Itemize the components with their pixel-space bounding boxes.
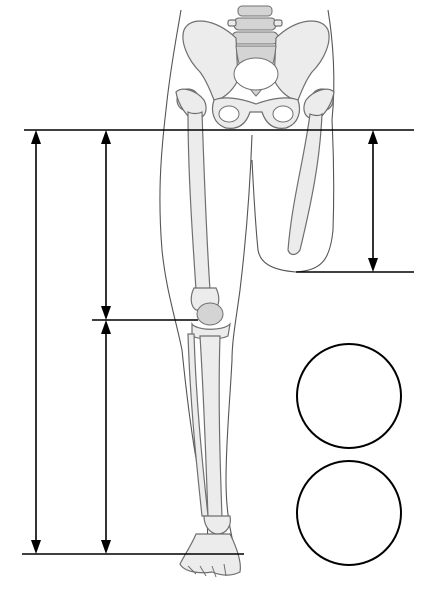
measurement-circles (296, 343, 402, 566)
full-leg-arrowhead-top (31, 130, 41, 144)
lower-leg-arrowhead-top (101, 320, 111, 334)
stump-arrowhead-bottom (368, 258, 378, 272)
thigh-arrowhead-bottom (101, 306, 111, 320)
stump-arrowhead-top (368, 130, 378, 144)
pelvis (182, 20, 330, 129)
measurement-lines (22, 129, 414, 555)
lumbar-spine (227, 5, 283, 45)
full-leg-arrowhead-bottom (31, 540, 41, 554)
lower-leg-arrowhead-bottom (101, 540, 111, 554)
measurement-circle-1[interactable] (296, 343, 402, 449)
thigh-arrowhead-top (101, 130, 111, 144)
residual-femur (287, 88, 335, 256)
measurement-circle-2[interactable] (296, 460, 402, 566)
left-leg-skeleton (175, 88, 241, 578)
